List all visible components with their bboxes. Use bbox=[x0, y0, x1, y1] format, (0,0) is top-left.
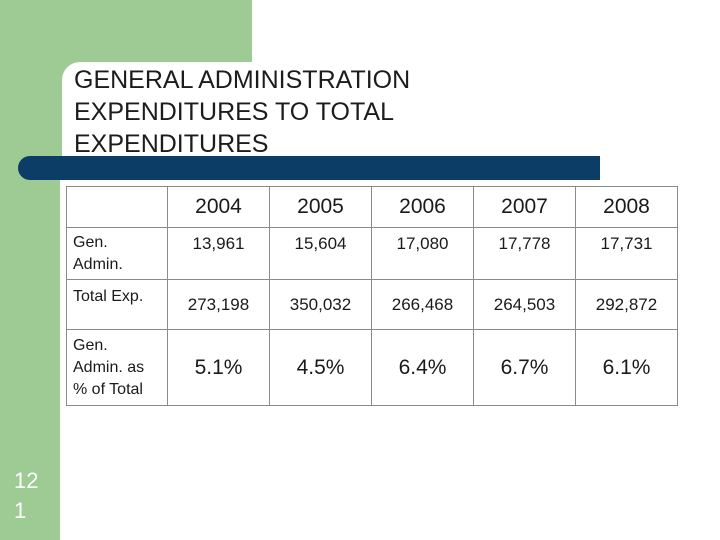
table-cell: 6.1% bbox=[575, 329, 678, 406]
slide-number-line: 1 bbox=[14, 498, 27, 523]
row-label-line: Gen. bbox=[73, 336, 108, 354]
header-cell-year: 2005 bbox=[269, 186, 372, 228]
title-line: EXPENDITURES bbox=[74, 130, 269, 158]
title-line: EXPENDITURES TO TOTAL bbox=[74, 98, 394, 126]
title-panel bbox=[62, 62, 522, 162]
slide-title: GENERAL ADMINISTRATION EXPENDITURES TO T… bbox=[74, 64, 410, 160]
row-label-line: % of Total bbox=[73, 380, 143, 398]
table-row: Total Exp. 273,198 350,032 266,468 264,5… bbox=[66, 279, 678, 330]
row-label-total-exp: Total Exp. bbox=[66, 279, 168, 330]
title-underline-bar bbox=[18, 156, 600, 180]
table-cell: 15,604 bbox=[269, 227, 372, 280]
expenditures-table: 2004 2005 2006 2007 2008 Gen. Admin. 13,… bbox=[66, 186, 678, 406]
row-label-line: Admin. bbox=[73, 255, 123, 273]
header-cell-year: 2008 bbox=[575, 186, 678, 228]
table-cell: 13,961 bbox=[167, 227, 270, 280]
table-cell: 6.4% bbox=[371, 329, 474, 406]
row-label-line: Admin. as bbox=[73, 358, 145, 376]
table-header-row: 2004 2005 2006 2007 2008 bbox=[66, 186, 678, 228]
table-cell: 264,503 bbox=[473, 279, 576, 330]
table-cell: 17,778 bbox=[473, 227, 576, 280]
table-cell: 350,032 bbox=[269, 279, 372, 330]
slide-number: 12 1 bbox=[14, 466, 38, 526]
table-cell: 266,468 bbox=[371, 279, 474, 330]
slide-number-line: 12 bbox=[14, 468, 39, 493]
table-cell: 6.7% bbox=[473, 329, 576, 406]
table-cell: 17,731 bbox=[575, 227, 678, 280]
row-label-line: Total Exp. bbox=[73, 288, 144, 305]
table-cell: 292,872 bbox=[575, 279, 678, 330]
table-cell: 5.1% bbox=[167, 329, 270, 406]
table-row: Gen. Admin. 13,961 15,604 17,080 17,778 … bbox=[66, 227, 678, 280]
header-cell-year: 2007 bbox=[473, 186, 576, 228]
header-cell-year: 2006 bbox=[371, 186, 474, 228]
decor-green-sidebar bbox=[0, 0, 60, 540]
table-cell: 273,198 bbox=[167, 279, 270, 330]
header-cell-empty bbox=[66, 186, 168, 228]
table-cell: 17,080 bbox=[371, 227, 474, 280]
row-label-line: Gen. bbox=[73, 233, 108, 251]
header-cell-year: 2004 bbox=[167, 186, 270, 228]
table-row: Gen. Admin. as % of Total 5.1% 4.5% 6.4%… bbox=[66, 329, 678, 406]
title-line: GENERAL ADMINISTRATION bbox=[74, 66, 411, 94]
row-label-pct-total: Gen. Admin. as % of Total bbox=[66, 329, 168, 406]
row-label-gen-admin: Gen. Admin. bbox=[66, 227, 168, 280]
table-cell: 4.5% bbox=[269, 329, 372, 406]
